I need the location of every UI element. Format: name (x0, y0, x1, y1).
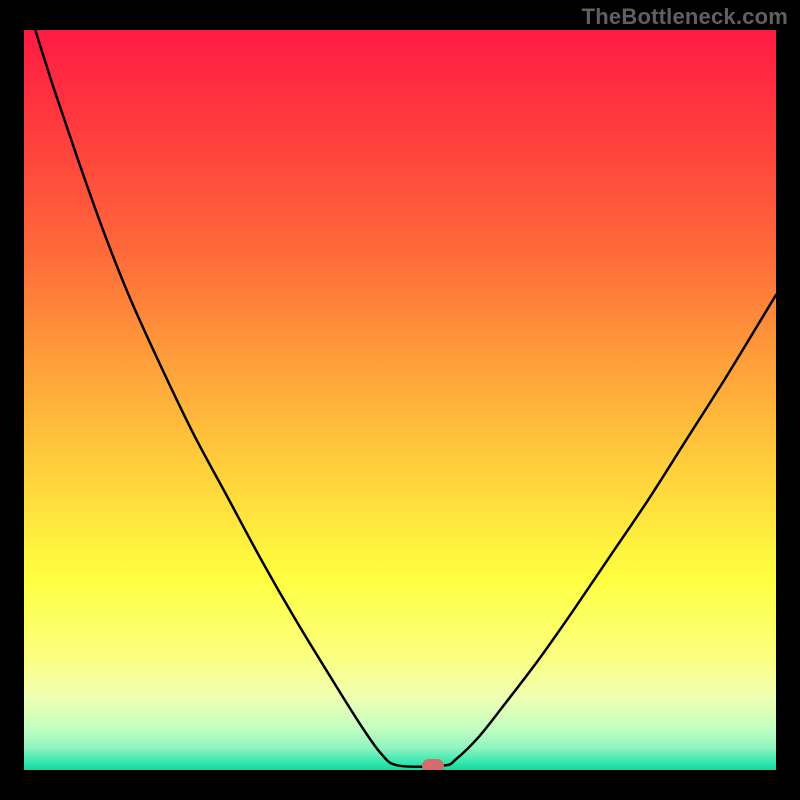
plot-area (24, 30, 776, 770)
bottleneck-curve (35, 30, 776, 767)
chart-container: TheBottleneck.com (0, 0, 800, 800)
watermark-text: TheBottleneck.com (582, 4, 788, 30)
min-marker (422, 759, 444, 770)
curve-svg (24, 30, 776, 770)
